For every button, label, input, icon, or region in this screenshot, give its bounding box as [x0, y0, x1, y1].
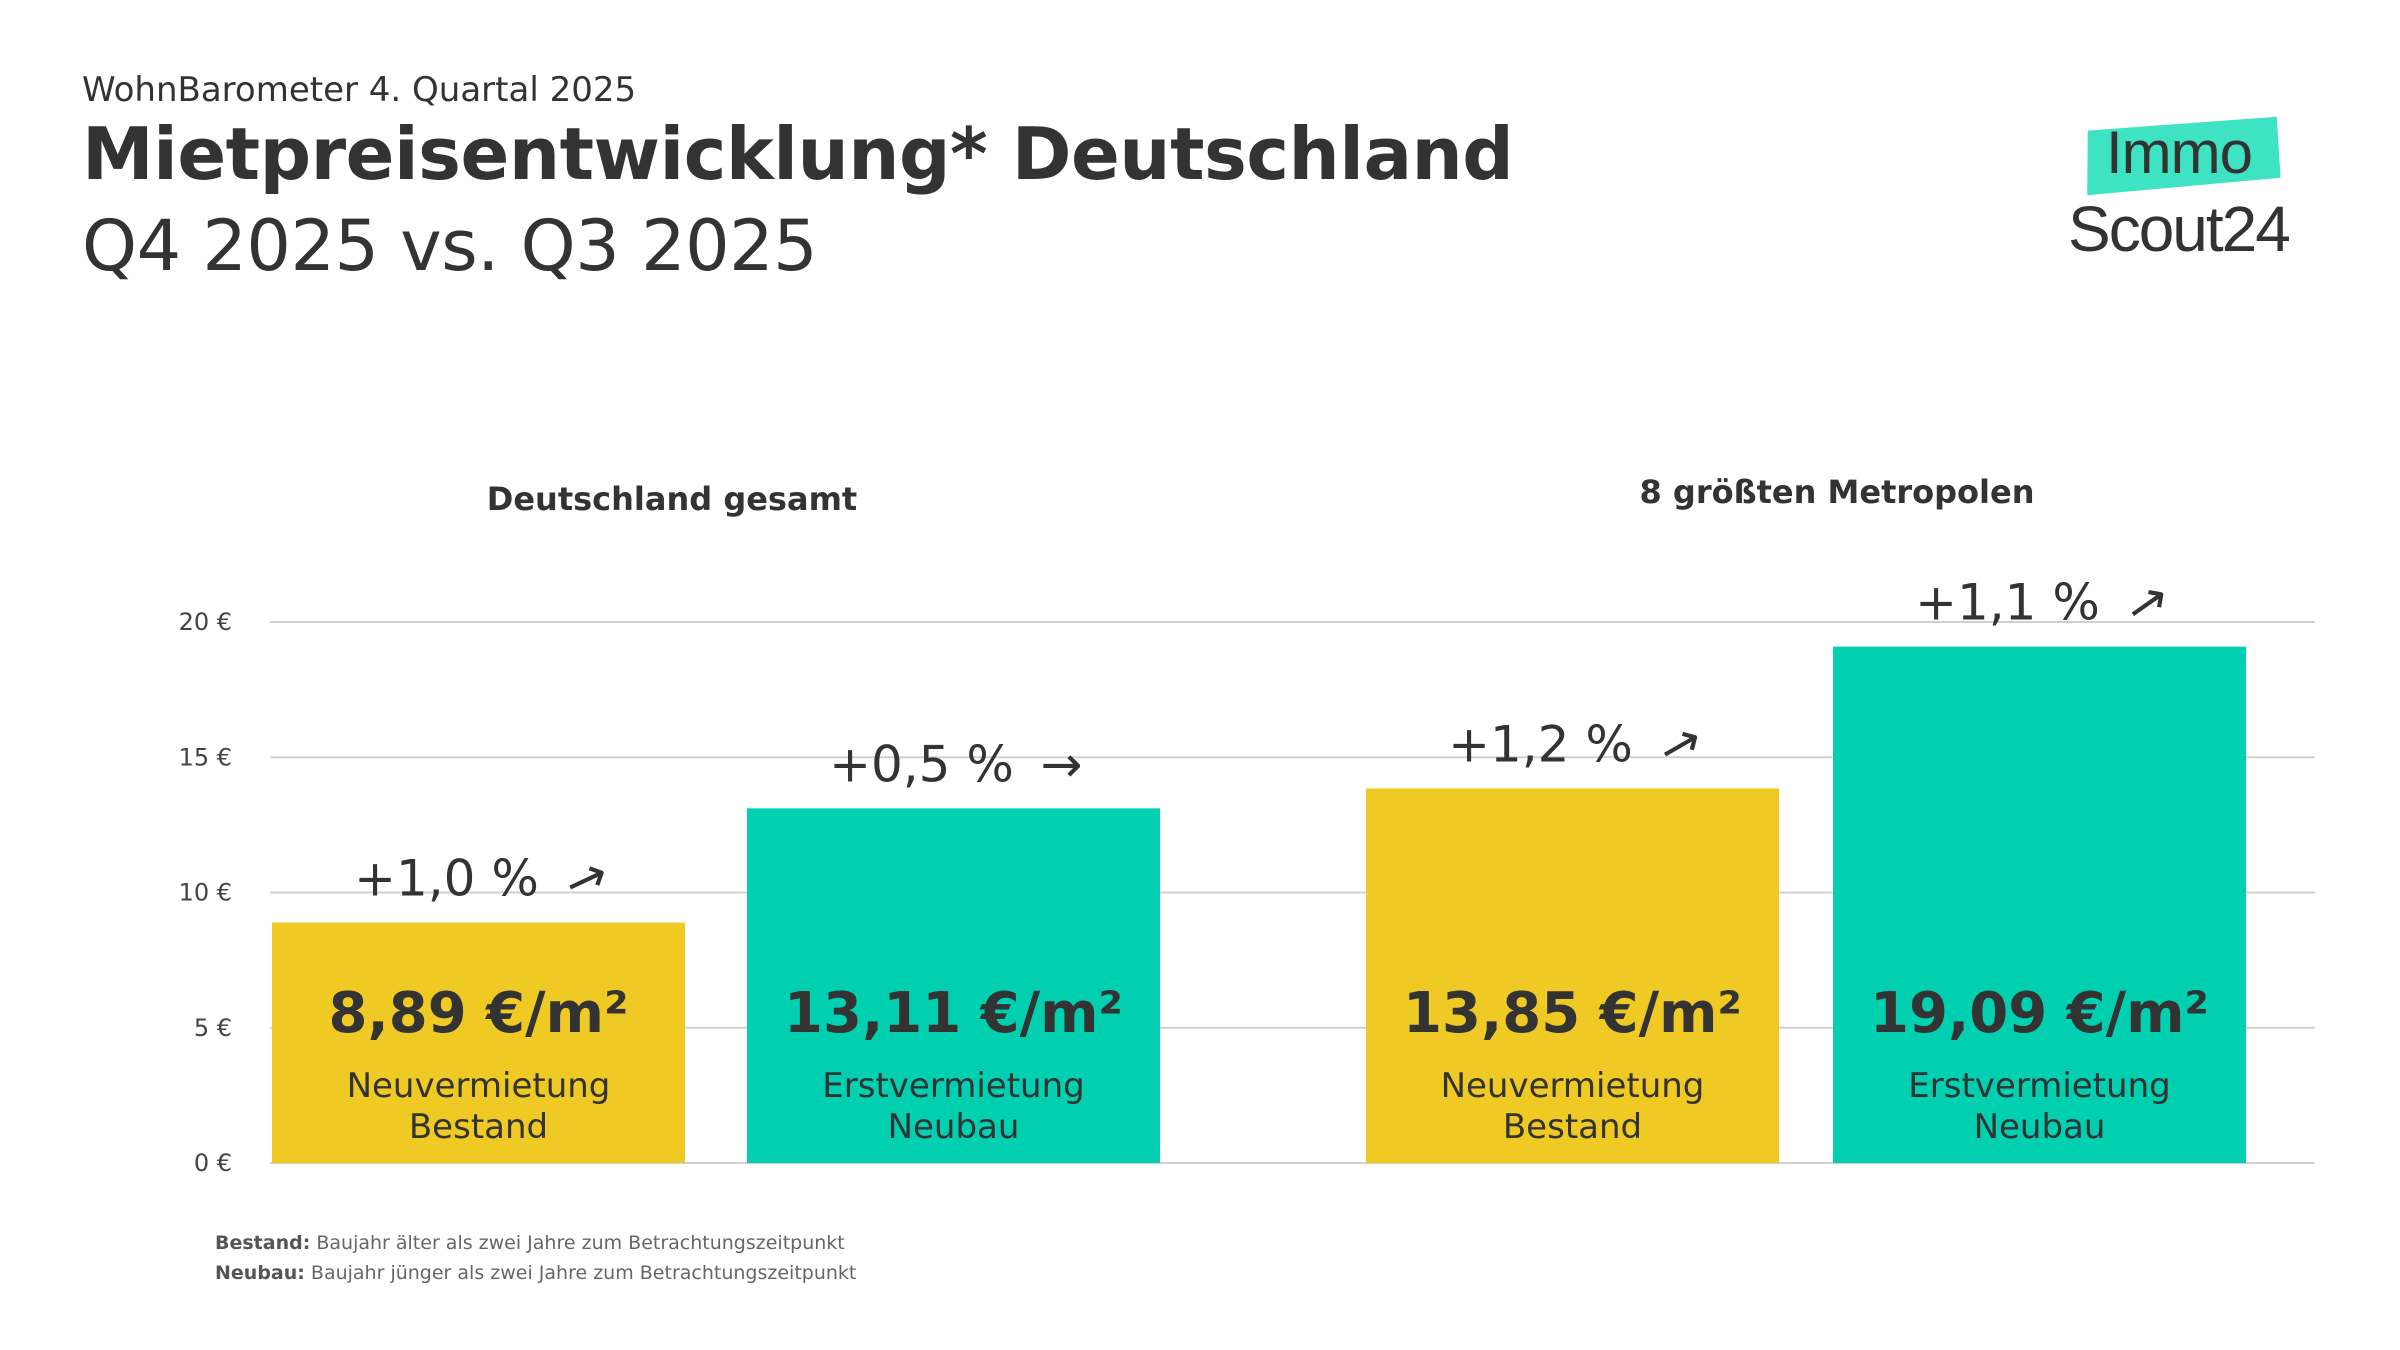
bar: [747, 808, 1160, 1163]
change-label: +1,2 %: [1448, 715, 1633, 773]
y-tick-label: 15 €: [179, 743, 232, 771]
bar: [1366, 788, 1779, 1163]
bar-category-label: Bestand: [409, 1107, 548, 1147]
footnote-neubau-text: Baujahr jünger als zwei Jahre zum Betrac…: [304, 1262, 857, 1284]
report-kicker: WohnBarometer 4. Quartal 2025: [82, 70, 637, 110]
bar-category-label: Neuvermietung: [347, 1066, 611, 1106]
bar-value-label: 13,85 €/m²: [1403, 981, 1742, 1046]
bar: [1833, 646, 2246, 1163]
y-tick-label: 0 €: [194, 1149, 232, 1177]
y-tick-label: 20 €: [179, 608, 232, 636]
change-label: +1,0 %: [354, 850, 539, 908]
bar-category-label: Neubau: [1974, 1107, 2106, 1147]
page-title: Mietpreisentwicklung* Deutschland: [82, 112, 1514, 196]
bar-category-label: Erstvermietung: [1908, 1066, 2170, 1106]
change-label: +1,1 %: [1915, 574, 2100, 632]
change-label: +0,5 %: [829, 735, 1014, 793]
bar-category-label: Neubau: [888, 1107, 1020, 1147]
bar-category-label: Bestand: [1503, 1107, 1642, 1147]
trend-arrow-icon: →: [1041, 735, 1083, 793]
bar-value-label: 19,09 €/m²: [1870, 981, 2209, 1046]
bar-category-label: Erstvermietung: [822, 1066, 1084, 1106]
bar-value-label: 13,11 €/m²: [784, 981, 1123, 1046]
y-tick-label: 10 €: [179, 879, 232, 907]
footnote-neubau-term: Neubau:: [215, 1262, 305, 1284]
footnote-neubau: Neubau: Baujahr jünger als zwei Jahre zu…: [215, 1262, 856, 1284]
group-label: Deutschland gesamt: [487, 480, 857, 518]
trend-arrow-icon: →: [555, 843, 617, 913]
bar: [272, 922, 685, 1163]
bar-category-label: Neuvermietung: [1441, 1066, 1705, 1106]
footnote-bestand: Bestand: Baujahr älter als zwei Jahre zu…: [215, 1232, 845, 1254]
bar-value-label: 8,89 €/m²: [329, 981, 629, 1046]
logo-text-immo: Immo: [2106, 119, 2253, 186]
footnote-bestand-text: Baujahr älter als zwei Jahre zum Betrach…: [310, 1232, 845, 1254]
y-tick-label: 5 €: [194, 1014, 232, 1042]
immoscout24-logo: Immo Scout24: [2060, 110, 2320, 270]
trend-arrow-icon: →: [1647, 709, 1712, 780]
trend-arrow-icon: →: [2113, 567, 2181, 639]
footnote-bestand-term: Bestand:: [215, 1232, 311, 1254]
page-subtitle: Q4 2025 vs. Q3 2025: [82, 205, 818, 287]
group-label: 8 größten Metropolen: [1640, 473, 2035, 511]
logo-text-scout24: Scout24: [2068, 193, 2291, 265]
